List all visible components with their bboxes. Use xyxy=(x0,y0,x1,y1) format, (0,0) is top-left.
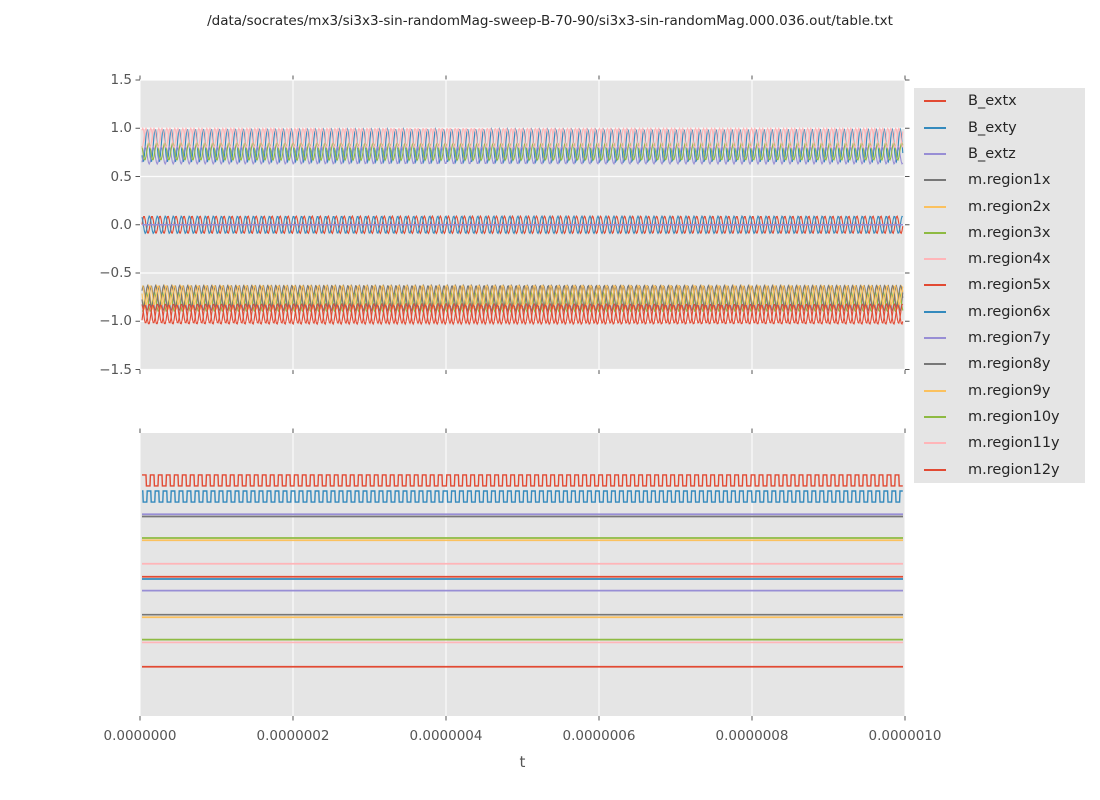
legend-line-swatch xyxy=(924,153,946,155)
series-m.region8y-top xyxy=(141,283,904,309)
legend-item-m.region4x: m.region4x xyxy=(914,246,1085,272)
legend-label: m.region8y xyxy=(968,356,1051,373)
y-tick-label: 1.5 xyxy=(110,72,132,88)
legend-item-m.region2x: m.region2x xyxy=(914,193,1085,219)
figure-title: /data/socrates/mx3/si3x3-sin-randomMag-s… xyxy=(207,13,893,29)
legend-label: m.region9y xyxy=(968,382,1051,399)
legend-label: m.region2x xyxy=(968,198,1051,215)
series-B_exty-top xyxy=(141,214,903,235)
y-tick-label: 0.5 xyxy=(110,168,132,185)
series-m.region2x-top xyxy=(141,283,904,311)
legend-line-swatch xyxy=(924,126,946,129)
y-tick-label: −1.5 xyxy=(99,361,132,378)
legend-item-m.region9y: m.region9y xyxy=(914,378,1085,404)
legend-label: m.region3x xyxy=(968,224,1051,241)
x-tick-label: 0.0000004 xyxy=(409,728,483,744)
legend-line-swatch xyxy=(924,258,946,261)
legend-label: m.region7y xyxy=(968,330,1051,347)
legend-line-swatch xyxy=(924,284,946,287)
legend-item-B_extx: B_extx xyxy=(914,88,1085,114)
legend-item-m.region8y: m.region8y xyxy=(914,351,1085,377)
y-tick-label: 0.0 xyxy=(110,216,132,233)
legend-item-m.region5x: m.region5x xyxy=(914,272,1085,298)
legend-line-swatch xyxy=(924,363,946,366)
series-m.region12y-top xyxy=(141,303,904,326)
legend-item-m.region1x: m.region1x xyxy=(914,167,1085,193)
legend-line-swatch xyxy=(924,442,946,445)
series-B_exty-bottom xyxy=(142,490,903,503)
legend-item-m.region6x: m.region6x xyxy=(914,299,1085,325)
legend-item-B_exty: B_exty xyxy=(914,115,1085,141)
legend-line-swatch xyxy=(924,310,946,313)
legend-line-swatch xyxy=(924,205,946,208)
x-tick-label: 0.0000006 xyxy=(562,728,636,744)
legend-line-swatch xyxy=(924,337,946,340)
y-tick-label: −1.0 xyxy=(99,313,132,330)
legend-line-swatch xyxy=(924,389,946,392)
x-tick-label: 0.0000008 xyxy=(715,728,789,744)
legend-line-swatch xyxy=(924,179,946,182)
legend-item-m.region12y: m.region12y xyxy=(914,456,1085,482)
y-tick-label: 1.0 xyxy=(110,120,132,137)
legend-line-swatch xyxy=(924,100,946,103)
legend-item-m.region10y: m.region10y xyxy=(914,404,1085,430)
series-m.region11y-top xyxy=(141,126,904,150)
legend-label: m.region12y xyxy=(968,461,1060,478)
x-tick-label: 0.0000000 xyxy=(103,728,177,744)
x-tick-label: 0.0000002 xyxy=(256,728,330,744)
x-axis-label: t xyxy=(519,753,526,771)
legend-label: B_extz xyxy=(968,146,1016,162)
legend-label: m.region1x xyxy=(968,172,1051,189)
legend-item-m.region7y: m.region7y xyxy=(914,325,1085,351)
series-B_extx-bottom xyxy=(142,474,903,487)
legend-item-m.region3x: m.region3x xyxy=(914,220,1085,246)
legend-label: m.region10y xyxy=(968,408,1060,425)
x-tick-label: 0.0000010 xyxy=(868,728,942,744)
legend-label: m.region6x xyxy=(968,303,1051,320)
legend-label: m.region5x xyxy=(968,277,1051,294)
y-tick-label: −0.5 xyxy=(99,265,132,281)
legend-label: B_exty xyxy=(968,119,1017,136)
legend-line-swatch xyxy=(924,231,946,234)
legend-box: B_extx B_exty B_extz m.region1x m.region2x m.… xyxy=(914,88,1085,483)
legend-label: m.region11y xyxy=(968,435,1060,452)
legend-item-m.region11y: m.region11y xyxy=(914,430,1085,456)
legend-label: m.region4x xyxy=(968,251,1051,268)
legend-line-swatch xyxy=(924,415,946,418)
legend-item-B_extz: B_extz xyxy=(914,141,1085,167)
series-m.region9y-top xyxy=(142,284,904,307)
legend-line-swatch xyxy=(924,468,946,471)
legend-label: B_extx xyxy=(968,93,1017,110)
